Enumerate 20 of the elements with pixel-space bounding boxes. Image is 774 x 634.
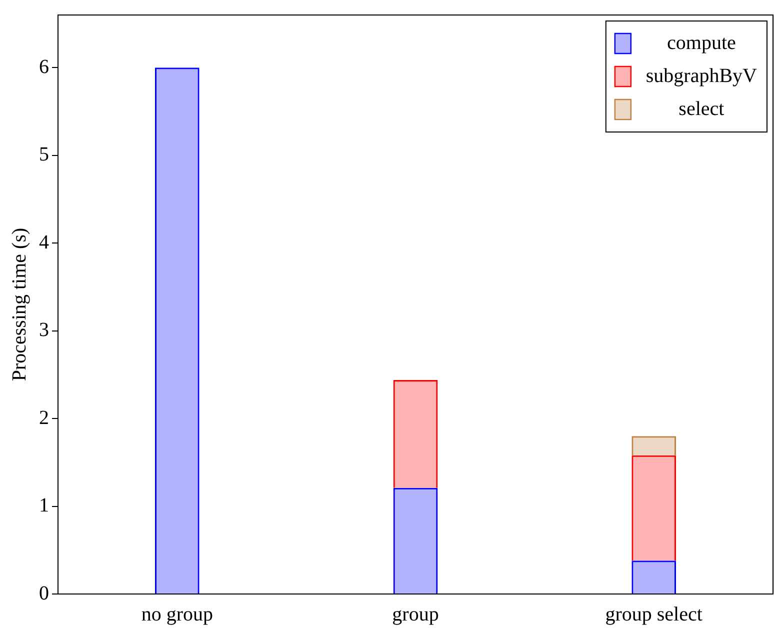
x-tick-label: group [392, 603, 439, 626]
x-tick-label: group select [605, 603, 703, 626]
legend-label: subgraphByV [646, 64, 758, 87]
bar [632, 560, 676, 594]
bar [155, 68, 200, 594]
bar [393, 488, 438, 594]
legend-label: compute [667, 32, 736, 54]
y-axis-title: Processing time (s) [8, 228, 30, 382]
y-tick-label: 3 [39, 319, 49, 342]
bar [632, 455, 676, 561]
legend-label: select [678, 98, 725, 120]
y-tick-label: 0 [39, 582, 49, 604]
bar [632, 436, 676, 456]
y-tick-label: 1 [39, 494, 49, 517]
bar [393, 380, 438, 488]
y-tick-label: 6 [39, 56, 49, 78]
y-tick-label: 2 [39, 406, 49, 429]
y-tick-label: 4 [39, 231, 49, 254]
y-tick-label: 5 [39, 144, 49, 166]
x-tick-label: no group [141, 603, 214, 626]
